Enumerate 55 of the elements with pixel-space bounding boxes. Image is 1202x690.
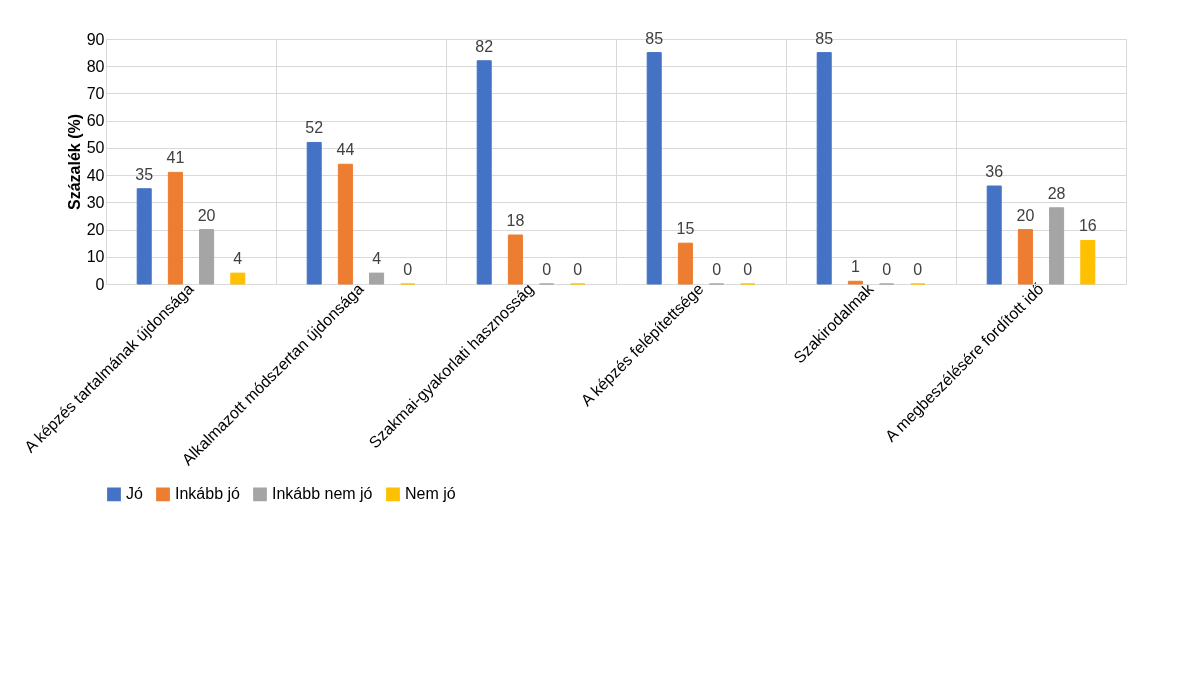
- data-label: 0: [743, 261, 753, 278]
- data-label: 82: [475, 37, 494, 55]
- data-label: 0: [542, 261, 552, 278]
- y-tick-label: 20: [86, 221, 105, 239]
- bar: [136, 188, 152, 285]
- y-tick-label: 0: [95, 275, 105, 293]
- y-tick-label: 10: [86, 248, 105, 266]
- bar: [677, 242, 693, 285]
- bar: [167, 171, 183, 285]
- data-label: 15: [676, 220, 695, 238]
- y-tick-label: 70: [86, 84, 105, 102]
- data-label: 41: [166, 149, 185, 167]
- data-label: 0: [913, 261, 923, 278]
- data-label: 4: [233, 250, 243, 268]
- bar: [986, 185, 1002, 285]
- y-tick-label: 40: [86, 166, 105, 184]
- y-tick-label: 50: [86, 139, 105, 157]
- data-label: 52: [305, 119, 324, 137]
- data-label: 36: [985, 163, 1004, 180]
- data-label: 0: [882, 261, 892, 278]
- bar: [476, 60, 492, 285]
- bar: [847, 280, 863, 285]
- data-label: 20: [1016, 206, 1035, 224]
- legend-label: Inkább nem jó: [272, 485, 373, 503]
- bar: [816, 52, 832, 285]
- bar: [646, 52, 662, 285]
- legend-label: Jó: [126, 485, 143, 503]
- data-label: 16: [1078, 217, 1097, 235]
- data-label: 85: [645, 29, 664, 47]
- y-tick-label: 30: [86, 193, 105, 211]
- y-tick-label: 60: [86, 112, 105, 130]
- legend-label: Nem jó: [405, 485, 456, 503]
- data-label: 85: [815, 29, 834, 47]
- data-label: 28: [1047, 184, 1066, 202]
- bar: [1080, 239, 1096, 285]
- data-label: 4: [372, 250, 382, 268]
- data-label: 0: [573, 261, 583, 278]
- data-label: 35: [135, 165, 154, 183]
- bar: [230, 272, 246, 285]
- legend-label: Inkább jó: [175, 485, 241, 503]
- y-axis-title: Százalék (%): [65, 113, 83, 211]
- bar: [337, 163, 353, 285]
- data-label: 20: [197, 206, 216, 224]
- data-label: 0: [712, 261, 722, 278]
- y-tick-label: 90: [86, 30, 105, 48]
- bar: [507, 234, 523, 285]
- data-label: 18: [506, 212, 525, 229]
- data-label: 1: [850, 258, 860, 276]
- bar: [1049, 207, 1065, 285]
- data-label: 0: [403, 261, 413, 278]
- y-tick-label: 80: [86, 57, 105, 75]
- bar: [306, 141, 322, 285]
- bar: [199, 229, 215, 285]
- bar: [369, 272, 385, 285]
- data-label: 44: [336, 141, 355, 159]
